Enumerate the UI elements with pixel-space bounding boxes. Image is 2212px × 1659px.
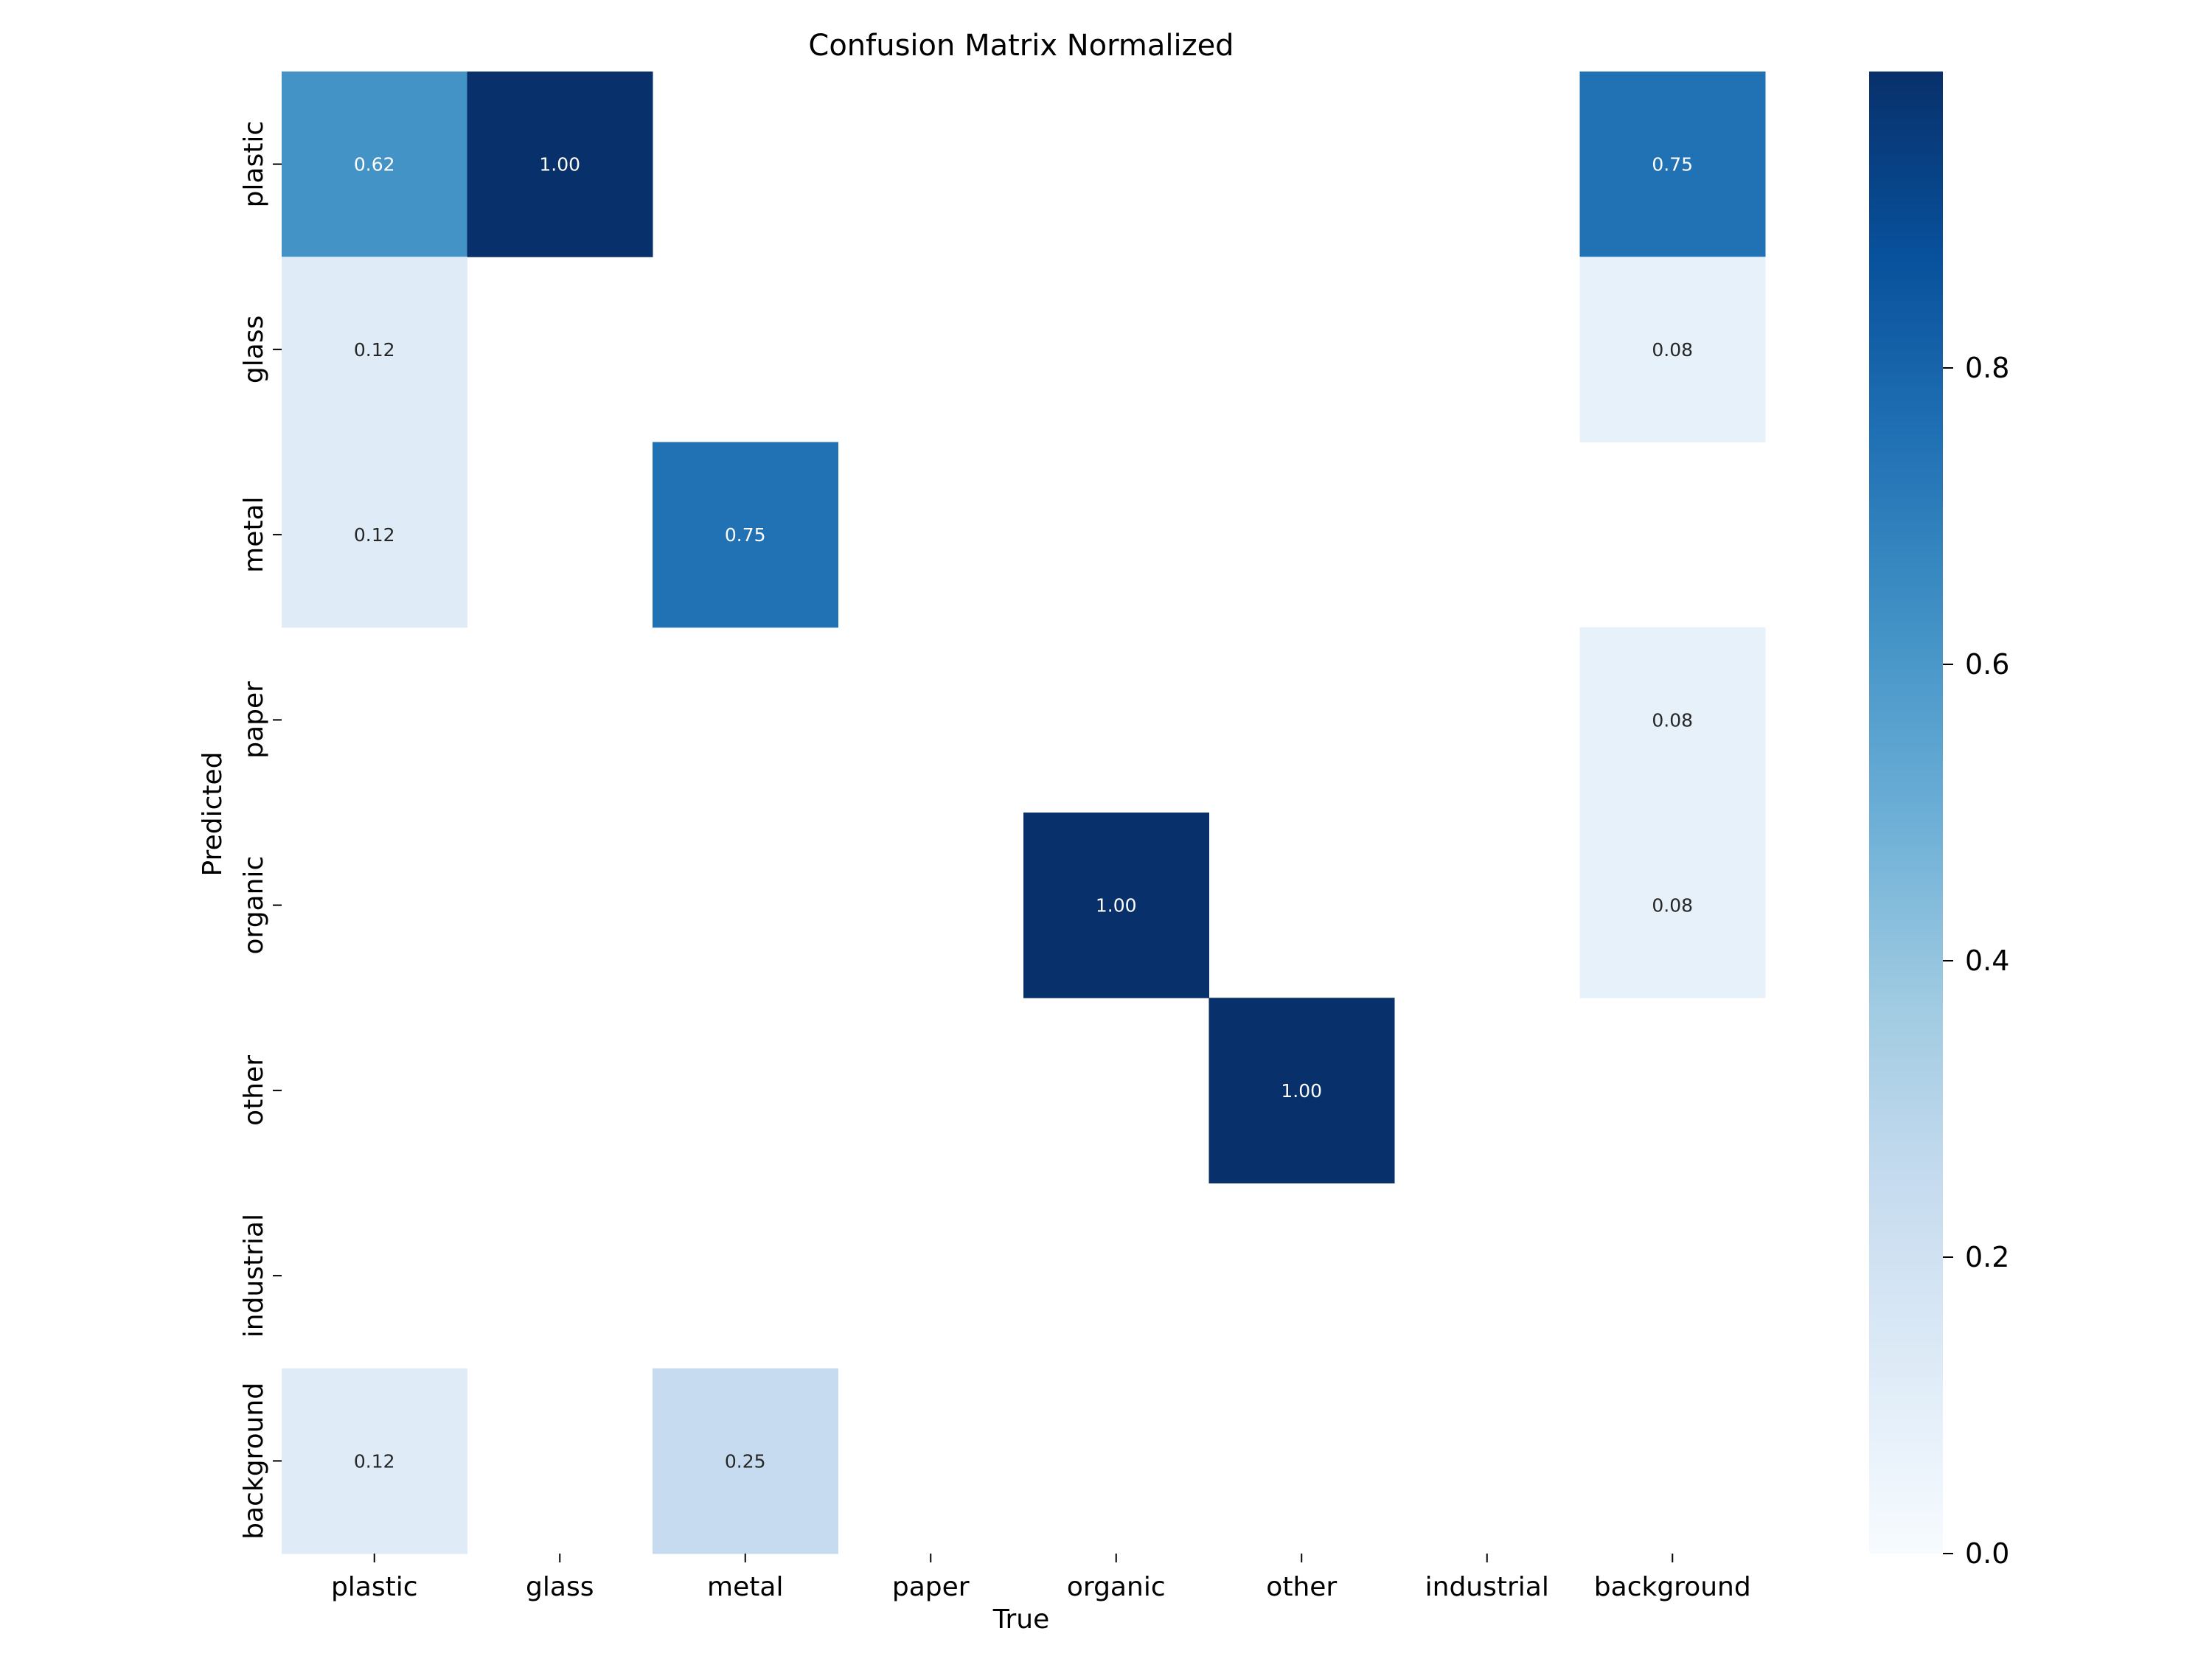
- x-axis-label: True: [992, 1604, 1049, 1635]
- colorbar-tick-label: 0.4: [1965, 945, 2009, 977]
- y-tick-label: metal: [239, 496, 269, 572]
- heatmap-cell: [1579, 257, 1766, 442]
- cell-value-label: 0.75: [1652, 154, 1693, 175]
- y-axis: plastic glass metal paper organic other indust…: [239, 121, 282, 1540]
- cell-value-label: 0.08: [1652, 339, 1693, 361]
- heatmap-cell: [282, 72, 467, 257]
- x-tick-label: plastic: [331, 1572, 418, 1602]
- x-tick-label: industrial: [1425, 1572, 1549, 1602]
- heatmap-cell: [282, 442, 467, 628]
- colorbar-tick-label: 0.0: [1965, 1537, 2009, 1570]
- x-axis: plastic glass metal paper organic other indust…: [331, 1554, 1751, 1602]
- heatmap-cell: [1023, 813, 1209, 998]
- colorbar: [1869, 72, 1943, 1554]
- y-axis-label: Predicted: [198, 752, 228, 877]
- cell-value-label: 1.00: [539, 154, 580, 175]
- heatmap-cell: [653, 1368, 838, 1554]
- x-tick-label: organic: [1067, 1572, 1166, 1602]
- heatmap-cell-labels: 0.62 1.00 0.75 0.12 0.08 0.12 0.75 0.08 1.00 0.08…: [354, 154, 1693, 1472]
- y-tick-label: organic: [239, 856, 269, 955]
- x-tick-label: background: [1594, 1572, 1751, 1602]
- cell-value-label: 0.08: [1652, 895, 1693, 917]
- heatmap-cell: [282, 257, 467, 442]
- y-tick-label: plastic: [239, 121, 269, 208]
- x-tick-label: glass: [526, 1572, 594, 1602]
- heatmap-cell: [653, 442, 838, 628]
- y-tick-label: other: [239, 1055, 269, 1126]
- x-tick-label: paper: [892, 1572, 970, 1602]
- heatmap-cells: [282, 72, 1766, 1554]
- cell-value-label: 0.62: [354, 154, 395, 175]
- colorbar-tick-label: 0.8: [1965, 352, 2009, 384]
- y-tick-label: industrial: [239, 1214, 269, 1338]
- cell-value-label: 0.12: [354, 524, 395, 546]
- heatmap-cell: [1579, 627, 1766, 813]
- cell-value-label: 1.00: [1096, 895, 1137, 917]
- cell-value-label: 0.08: [1652, 709, 1693, 731]
- cell-value-label: 0.25: [725, 1450, 766, 1472]
- y-tick-label: paper: [239, 681, 269, 759]
- heatmap-cell: [1579, 72, 1766, 257]
- cell-value-label: 0.75: [725, 524, 766, 546]
- heatmap-cell: [467, 72, 653, 257]
- y-tick-label: background: [239, 1382, 269, 1540]
- heatmap-cell: [1208, 998, 1395, 1183]
- cell-value-label: 1.00: [1281, 1080, 1322, 1102]
- colorbar-tick-label: 0.2: [1965, 1241, 2009, 1273]
- y-tick-label: glass: [239, 316, 269, 383]
- chart-title: Confusion Matrix Normalized: [808, 29, 1234, 63]
- cell-value-label: 0.12: [354, 1450, 395, 1472]
- x-tick-label: other: [1266, 1572, 1337, 1602]
- colorbar-ticks: 0.0 0.2 0.4 0.6 0.8: [1943, 352, 2009, 1570]
- colorbar-tick-label: 0.6: [1965, 648, 2009, 681]
- cell-value-label: 0.12: [354, 339, 395, 361]
- heatmap-cell: [1579, 813, 1766, 998]
- heatmap-cell: [282, 1368, 467, 1554]
- x-tick-label: metal: [707, 1572, 783, 1602]
